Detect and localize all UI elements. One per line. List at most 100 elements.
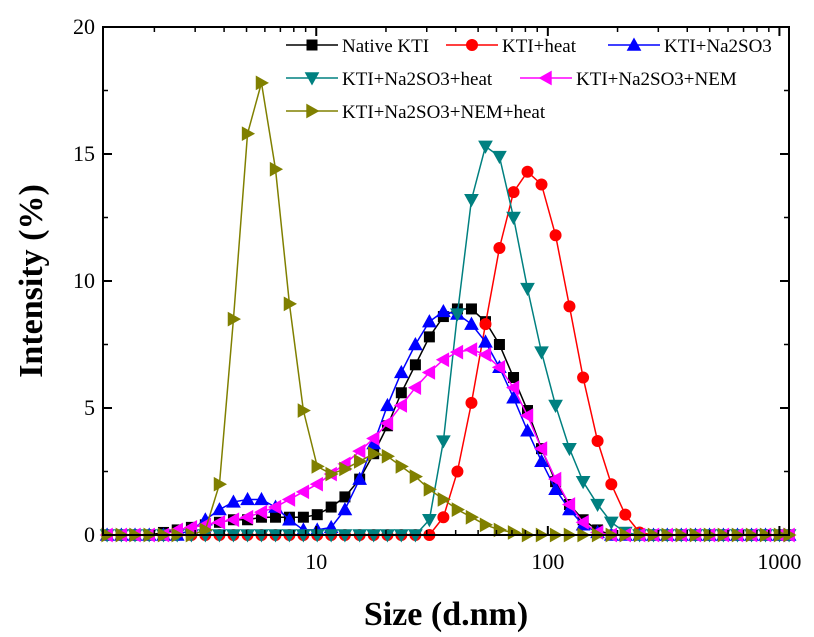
data-point [464, 194, 479, 208]
data-point [407, 380, 422, 396]
data-point [309, 476, 323, 492]
data-point [534, 346, 549, 360]
data-point [590, 498, 605, 513]
data-point [548, 481, 563, 495]
data-point [337, 502, 353, 516]
data-point [311, 459, 325, 474]
data-point [575, 475, 591, 490]
data-point [253, 504, 268, 520]
data-point [491, 360, 506, 375]
data-point [478, 334, 493, 348]
data-point [492, 150, 507, 165]
legend: Native KTI KTI+heat KTI+Na2SO3 KTI+Na2SO3+h… [286, 36, 772, 123]
series-2 [99, 303, 797, 541]
x-tick-label: 100 [531, 549, 564, 574]
data-point [255, 75, 269, 91]
data-point [507, 525, 522, 540]
data-point [393, 398, 408, 413]
data-point [534, 453, 549, 468]
series-layer [99, 75, 797, 543]
series-line [107, 82, 790, 536]
data-point [409, 359, 421, 371]
data-point [227, 311, 241, 327]
data-point [465, 396, 478, 409]
data-point [270, 511, 282, 523]
data-point [211, 514, 226, 530]
legend-label: KTI+Na2SO3+NEM+heat [342, 102, 546, 123]
data-point [479, 517, 494, 533]
data-point [281, 492, 296, 507]
legend-label: KTI+Na2SO3 [664, 36, 772, 57]
data-point [325, 466, 339, 482]
data-point [464, 316, 479, 330]
legend-item: KTI+Na2SO3+NEM [520, 69, 737, 90]
data-point [575, 514, 589, 530]
data-point [367, 446, 382, 462]
legend-item: KTI+heat [446, 36, 577, 57]
legend-label: KTI+heat [502, 36, 577, 57]
data-point [297, 403, 311, 418]
data-point [435, 352, 450, 368]
data-point [519, 408, 534, 423]
data-point [409, 469, 423, 484]
data-point [393, 364, 409, 379]
series-0 [101, 303, 795, 541]
legend-swatch-marker [306, 39, 318, 51]
y-tick-label: 10 [73, 268, 95, 293]
data-point [339, 461, 353, 477]
y-axis-title: Intensity (%) [13, 184, 50, 378]
data-point [506, 390, 521, 404]
data-point [269, 161, 284, 177]
data-point [591, 435, 604, 448]
legend-item: KTI+Na2SO3+NEM+heat [286, 102, 546, 123]
data-point [563, 300, 576, 313]
legend-item: KTI+Na2SO3+heat [286, 69, 493, 90]
legend-swatch-marker [538, 70, 552, 86]
y-tick-label: 20 [73, 14, 95, 39]
data-point [562, 442, 577, 457]
data-point [297, 511, 309, 523]
data-point [450, 308, 465, 322]
data-point [212, 502, 227, 516]
data-point [507, 186, 520, 199]
data-point [520, 282, 535, 297]
data-point [437, 492, 451, 507]
data-point [395, 387, 407, 399]
data-point [339, 491, 351, 503]
data-point [451, 502, 465, 517]
data-point [605, 478, 618, 491]
x-axis-title: Size (d.nm) [364, 596, 528, 633]
data-point [477, 347, 492, 363]
data-point [423, 481, 437, 497]
series-5 [101, 75, 797, 543]
data-point [479, 318, 492, 331]
data-point [493, 241, 506, 254]
data-point [449, 344, 464, 360]
series-line [107, 348, 790, 536]
data-point [548, 399, 563, 413]
data-point [533, 441, 548, 456]
legend-swatch-marker [466, 39, 478, 51]
data-point [521, 165, 534, 178]
data-point [295, 484, 310, 500]
data-point [225, 512, 240, 528]
legend-label: KTI+Na2SO3+NEM [576, 69, 737, 90]
y-tick-label: 5 [84, 395, 95, 420]
series-4 [99, 342, 795, 543]
data-point [311, 509, 323, 521]
series-3 [99, 140, 797, 543]
data-point [520, 423, 535, 437]
data-point [508, 372, 520, 384]
axes-layer: 0 5 10 15 20 10 100 1000 [73, 14, 801, 574]
data-point [240, 491, 255, 506]
x-tick-label: 10 [305, 549, 327, 574]
data-point [535, 178, 548, 191]
data-point [241, 126, 256, 142]
data-point [267, 499, 282, 515]
data-point [422, 514, 437, 528]
data-point [353, 453, 368, 469]
data-point [549, 229, 562, 242]
x-tick-label: 1000 [757, 549, 801, 574]
data-point [437, 511, 450, 524]
data-point [282, 512, 297, 526]
